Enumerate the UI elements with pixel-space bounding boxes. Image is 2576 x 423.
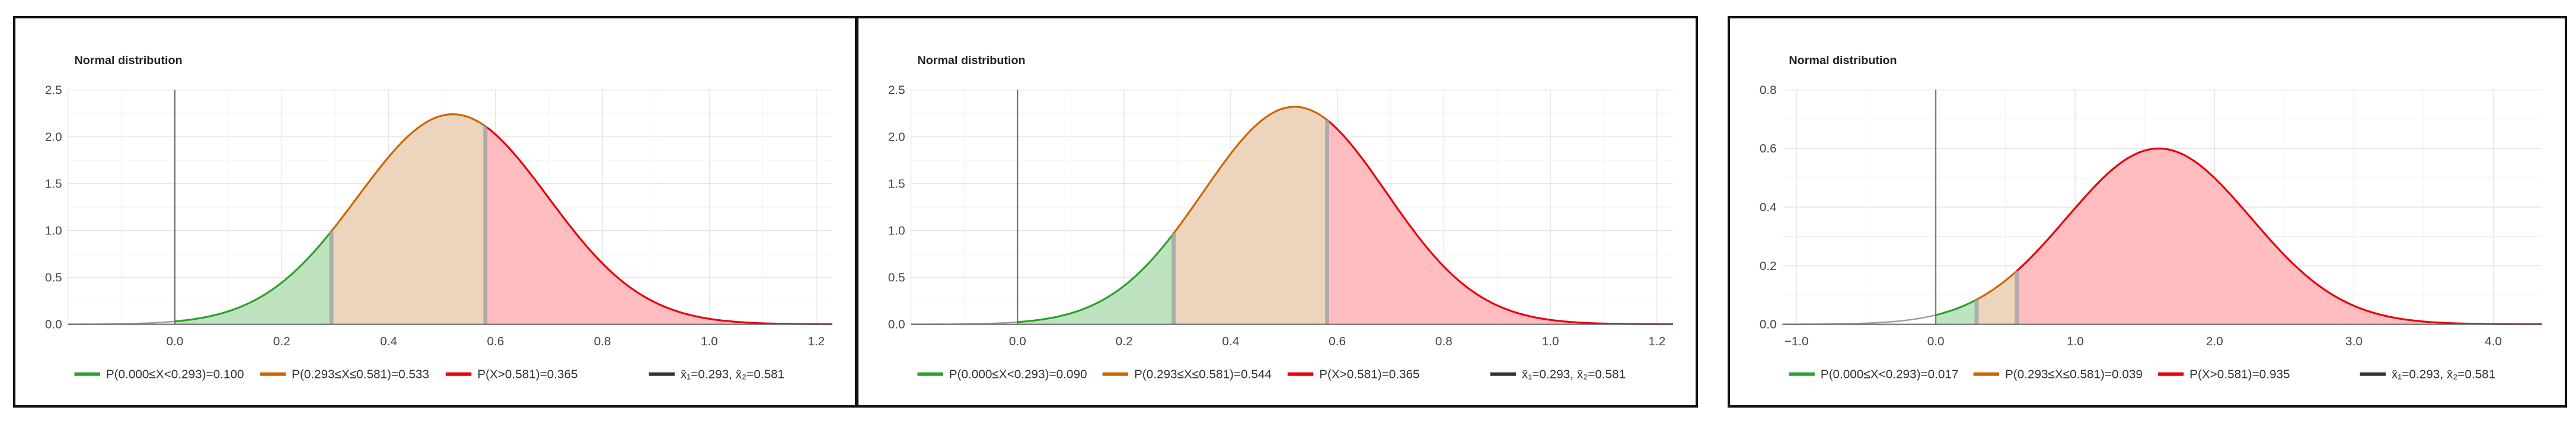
density-curve-middle <box>1976 270 2018 301</box>
y-tick-label: 2.5 <box>888 83 905 97</box>
legend-right-probability-label: P(X>0.581)=0.935 <box>2189 368 2290 381</box>
chart-title: Normal distribution <box>917 54 1025 67</box>
middle-region-area <box>331 114 486 325</box>
y-tick-label: 1.5 <box>888 177 905 190</box>
right-region-area <box>2016 148 2542 325</box>
legend-markers-label: x̄₁=0.293, x̄₂=0.581 <box>1522 368 1626 381</box>
legend-middle-probability-label: P(0.293≤X≤0.581)=0.544 <box>1134 368 1272 381</box>
x-tick-label: 0.0 <box>1927 335 1945 348</box>
density-curve-left <box>174 230 333 323</box>
x-tick-label: 1.0 <box>1542 335 1559 348</box>
x-tick-label: 0.4 <box>380 335 397 348</box>
y-tick-label: 0.0 <box>45 318 62 332</box>
density-curve-middle <box>1173 106 1328 234</box>
x-tick-label: 0.2 <box>1116 335 1133 348</box>
chart-title: Normal distribution <box>74 54 182 67</box>
density-curve-middle <box>330 113 486 232</box>
y-tick-label: 2.0 <box>45 130 62 144</box>
y-tick-label: 0.6 <box>1760 142 1777 155</box>
legend-left-probability-label: P(0.000≤X<0.293)=0.017 <box>1821 368 1959 381</box>
left-region-area <box>174 231 332 325</box>
chart-svg-2: Normal distribution 0.0 0.5 1.0 1.5 2.0 2.5 0.… <box>888 54 1673 381</box>
x-tick-label: −1.0 <box>1785 335 1809 348</box>
x-tick-label: 1.0 <box>2067 335 2084 348</box>
x-tick-label: 0.6 <box>487 335 504 348</box>
x-tick-label: 2.0 <box>2206 335 2223 348</box>
x-tick-label: 0.8 <box>1435 335 1453 348</box>
left-region-area <box>1936 299 1977 325</box>
density-curve-right <box>484 125 832 326</box>
density-curve-right <box>2016 147 2542 326</box>
y-tick-label: 0.5 <box>888 271 905 285</box>
y-tick-label: 2.0 <box>888 130 905 144</box>
x-tick-label: 1.0 <box>701 335 718 348</box>
x-tick-label: 0.2 <box>273 335 291 348</box>
y-tick-label: 0.5 <box>45 271 62 285</box>
legend-middle-probability-label: P(0.293≤X≤0.581)=0.533 <box>292 368 429 381</box>
y-tick-label: 1.5 <box>45 177 62 190</box>
x-tick-label: 3.0 <box>2345 335 2363 348</box>
density-curve-left <box>1935 298 1977 316</box>
right-region-area <box>1327 120 1673 325</box>
y-tick-label: 1.0 <box>888 224 905 238</box>
y-tick-label: 0.8 <box>1760 83 1777 97</box>
x-tick-label: 0.0 <box>1009 335 1026 348</box>
x-tick-label: 0.6 <box>1329 335 1346 348</box>
legend-left-probability-label: P(0.000≤X<0.293)=0.090 <box>949 368 1087 381</box>
right-region-area <box>485 126 832 325</box>
y-tick-label: 0.0 <box>1760 318 1777 332</box>
x-tick-label: 0.4 <box>1222 335 1239 348</box>
y-tick-label: 2.5 <box>45 83 62 97</box>
x-tick-label: 1.2 <box>1648 335 1665 348</box>
chart-svg-3: Normal distribution 0.0 0.2 0.4 0.6 0.8 −1.0 0… <box>1760 54 2542 381</box>
legend-middle-probability-label: P(0.293≤X≤0.581)=0.039 <box>2005 368 2143 381</box>
density-curve-outside <box>1782 314 1936 325</box>
y-tick-label: 1.0 <box>45 224 62 238</box>
chart-svg-1: Normal distribution 0.0 0.5 1.0 1.5 2.0 2.5 0.… <box>45 54 832 381</box>
y-tick-label: 0.2 <box>1760 259 1777 273</box>
chart-panel-1: Normal distribution 0.0 0.5 1.0 1.5 2.0 2.5 0.… <box>13 16 857 408</box>
legend-left-probability-label: P(0.000≤X<0.293)=0.100 <box>106 368 244 381</box>
middle-region-area <box>1977 271 2017 325</box>
y-tick-label: 0.4 <box>1760 201 1777 214</box>
middle-region-area <box>1173 106 1327 325</box>
legend-right-probability-label: P(X>0.581)=0.365 <box>477 368 577 381</box>
density-curve-left <box>1017 233 1174 323</box>
left-region-area <box>1017 233 1174 325</box>
y-tick-label: 0.0 <box>888 318 905 332</box>
x-tick-label: 4.0 <box>2485 335 2502 348</box>
x-tick-label: 0.8 <box>594 335 611 348</box>
legend-right-probability-label: P(X>0.581)=0.365 <box>1319 368 1419 381</box>
chart-panel-3: Normal distribution 0.0 0.2 0.4 0.6 0.8 −1.0 0… <box>1728 16 2567 408</box>
chart-title: Normal distribution <box>1789 54 1897 67</box>
legend-markers-label: x̄₁=0.293, x̄₂=0.581 <box>681 368 784 381</box>
legend-markers-label: x̄₁=0.293, x̄₂=0.581 <box>2392 368 2495 381</box>
chart-panel-2: Normal distribution 0.0 0.5 1.0 1.5 2.0 2.5 0.… <box>856 16 1698 408</box>
x-tick-label: 0.0 <box>166 335 183 348</box>
x-tick-label: 1.2 <box>807 335 825 348</box>
